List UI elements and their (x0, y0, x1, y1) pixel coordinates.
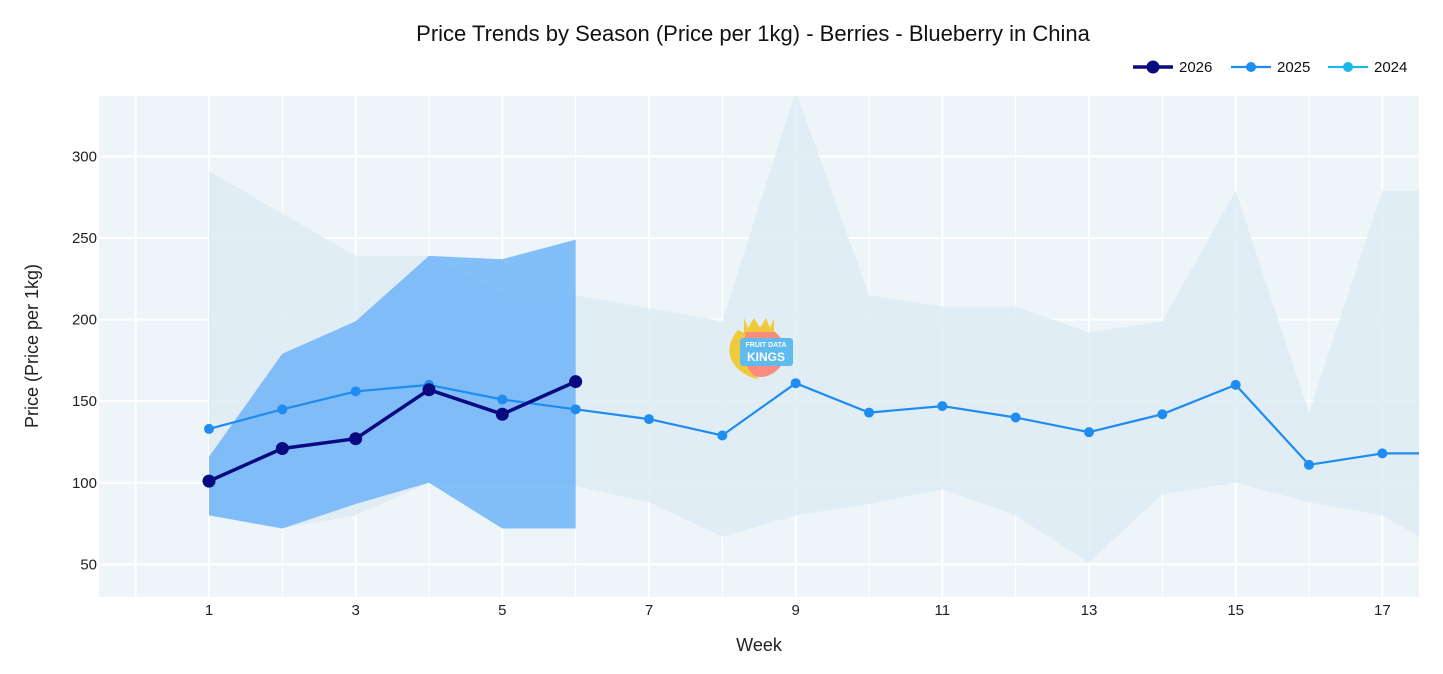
data-point-2025[interactable] (497, 394, 508, 405)
y-tick-label: 100 (72, 475, 97, 492)
x-tick-label: 11 (935, 602, 951, 619)
legend-marker-2026 (1146, 60, 1160, 74)
plot-clipped-content (202, 96, 1419, 563)
data-point-2025[interactable] (717, 430, 728, 441)
x-tick-label: 7 (645, 602, 653, 619)
series-line-2026 (208, 380, 577, 483)
legend-item-2024[interactable]: 2024 (1328, 59, 1407, 76)
data-point-2026[interactable] (422, 383, 436, 397)
legend-marker-2025 (1246, 62, 1256, 72)
x-axis-title: Week (736, 635, 783, 655)
data-point-2026[interactable] (202, 474, 216, 488)
data-point-2025[interactable] (1230, 379, 1241, 390)
data-point-2025[interactable] (570, 404, 581, 415)
band-2026 (209, 239, 576, 529)
y-tick-label: 150 (72, 393, 97, 410)
x-tick-label: 9 (791, 602, 799, 619)
x-tick-label: 3 (351, 602, 359, 619)
y-tick-label: 300 (72, 148, 97, 165)
data-point-2025[interactable] (277, 404, 288, 415)
data-point-2026[interactable] (569, 375, 583, 389)
x-tick-label: 17 (1374, 602, 1391, 619)
data-point-2025[interactable] (937, 401, 948, 412)
data-point-2026[interactable] (275, 441, 289, 455)
data-point-2025[interactable] (1304, 459, 1314, 470)
logo-crown (744, 318, 774, 332)
series-line-2025 (208, 382, 1419, 466)
data-point-2025[interactable] (864, 407, 874, 418)
logo-text-line2: KINGS (747, 350, 785, 364)
logo-text-line1: FRUIT DATA (746, 342, 787, 349)
data-point-2025[interactable] (350, 386, 361, 397)
x-tick-label: 5 (498, 602, 506, 619)
legend-item-2025[interactable]: 2025 (1231, 59, 1310, 76)
legend-label-2026: 2026 (1179, 59, 1212, 76)
y-tick-label: 200 (72, 312, 97, 329)
legend[interactable]: 2026 2025 2024 (1133, 59, 1407, 76)
x-tick-label: 1 (205, 602, 213, 619)
x-tick-label: 13 (1081, 602, 1098, 619)
logo-banner (740, 338, 793, 366)
data-point-2025[interactable] (1157, 409, 1168, 420)
legend-marker-2024 (1343, 62, 1353, 72)
y-tick-label: 250 (72, 230, 97, 247)
legend-label-2024: 2024 (1374, 59, 1407, 76)
logo-banana (729, 330, 760, 380)
data-point-2025[interactable] (1010, 412, 1021, 423)
data-point-2025[interactable] (790, 378, 801, 389)
data-point-2025[interactable] (204, 423, 214, 434)
data-point-2025[interactable] (1377, 448, 1388, 459)
data-point-2026[interactable] (495, 407, 509, 421)
y-axis-title: Price (Price per 1kg) (22, 264, 42, 428)
data-point-2026[interactable] (349, 432, 363, 446)
legend-item-2026[interactable]: 2026 (1133, 59, 1212, 76)
chart-title: Price Trends by Season (Price per 1kg) -… (416, 21, 1090, 46)
data-point-2025[interactable] (644, 414, 654, 425)
y-tick-label: 50 (80, 556, 97, 573)
legend-label-2025: 2025 (1277, 59, 1310, 76)
x-tick-label: 15 (1227, 602, 1244, 619)
data-point-2025[interactable] (1084, 427, 1094, 438)
